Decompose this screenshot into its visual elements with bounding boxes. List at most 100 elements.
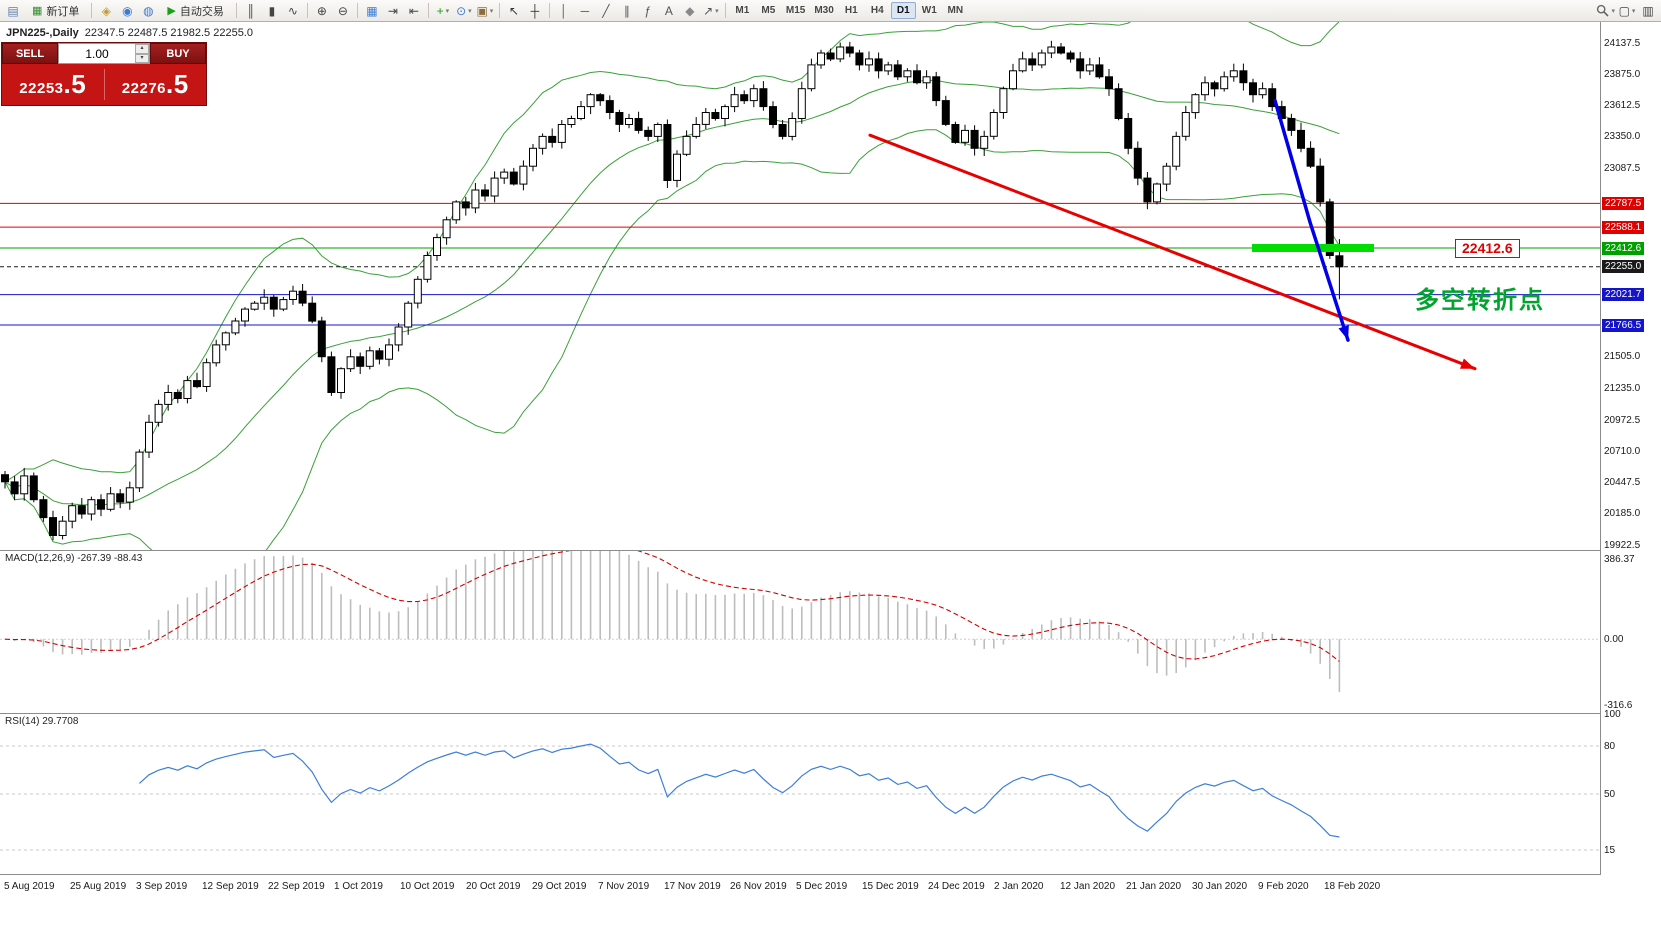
quotes-icon[interactable]: ◈ — [96, 2, 116, 20]
candle — [413, 278, 422, 304]
timeframe-w1[interactable]: W1 — [921, 5, 937, 16]
timeframe-m15[interactable]: M15 — [785, 5, 806, 16]
candle — [183, 380, 192, 400]
candle — [1172, 135, 1181, 167]
arrows-icon[interactable]: ↗ ▾ — [701, 2, 721, 20]
macd-scale-label: 0.00 — [1604, 634, 1624, 646]
indicators-icon[interactable]: + ▾ — [433, 2, 453, 20]
line-chart-mode-icon[interactable]: ∿ — [283, 2, 303, 20]
channel-icon[interactable]: ∥ — [617, 2, 637, 20]
timeframe-mn[interactable]: MN — [947, 5, 964, 16]
pane-splitter[interactable] — [0, 713, 1600, 714]
macd-pane[interactable] — [0, 551, 1600, 713]
auto-trading-button[interactable]: ▶ 自动交易 — [159, 2, 231, 20]
label-icon-glyph: ◆ — [685, 3, 695, 18]
candlestick-mode-icon[interactable]: ▮ — [262, 2, 282, 20]
breakdown-arrow[interactable] — [1273, 98, 1350, 342]
auto-trading-button-label: 自动交易 — [179, 5, 224, 18]
date-label: 1 Oct 2019 — [334, 881, 383, 892]
candle — [788, 118, 797, 137]
price-axis-label: 21505.0 — [1604, 351, 1641, 363]
indicators-icon-dropdown[interactable]: ▾ — [445, 7, 450, 15]
date-label: 29 Oct 2019 — [532, 881, 587, 892]
new-order-button[interactable]: ▦ 新订单 — [24, 2, 87, 20]
tile-windows-icon[interactable]: ▦ — [362, 2, 382, 20]
arrows-icon-glyph: ↗ — [703, 3, 714, 18]
timeframe-m30[interactable]: M30 — [814, 5, 834, 16]
price-line-tag: 22412.6 — [1602, 241, 1645, 255]
timeframe-h4[interactable]: H4 — [870, 5, 884, 16]
window-layout-icon[interactable]: ▥ — [1638, 2, 1658, 20]
candle — [279, 299, 288, 310]
chart-shift-icon[interactable]: ⇤ — [404, 2, 424, 20]
charts-window-icon[interactable]: ▤ — [3, 2, 23, 20]
candle — [308, 302, 317, 322]
price-callout[interactable]: 22412.6 — [1455, 239, 1520, 258]
search-icon-dropdown[interactable]: ▾ — [1611, 7, 1615, 15]
candle — [673, 153, 681, 181]
volume-up-button[interactable]: ▴ — [135, 44, 149, 54]
horizontal-price-lines[interactable] — [0, 202, 1600, 326]
timeframe-d1[interactable]: D1 — [890, 2, 916, 19]
profile-icon[interactable]: ◉ — [117, 2, 137, 20]
candle — [807, 64, 816, 90]
fibonacci-icon[interactable]: ƒ — [638, 2, 658, 20]
periods-icon[interactable]: ⊙ ▾ — [454, 2, 474, 20]
candle — [1, 474, 9, 483]
price-axis[interactable]: 24137.5 23875.0 23612.5 23350.0 23087.5 21505… — [1600, 22, 1661, 875]
volume-input[interactable] — [59, 44, 135, 63]
candle — [29, 475, 38, 501]
timeframe-m1[interactable]: M1 — [735, 5, 750, 16]
price-axis-label: 23612.5 — [1604, 100, 1641, 112]
volume-spinner: ▴ ▾ — [135, 44, 149, 63]
templates-icon[interactable]: ▣ ▾ — [475, 2, 495, 20]
arrows-icon-dropdown[interactable]: ▾ — [715, 7, 719, 15]
sell-button[interactable]: SELL — [2, 43, 58, 64]
new-chart-icon[interactable]: ▢ ▾ — [1617, 2, 1637, 20]
zoom-out-icon[interactable]: ⊖ — [333, 2, 353, 20]
vertical-line-icon[interactable]: │ — [554, 2, 574, 20]
candle — [548, 135, 557, 143]
candle — [1095, 64, 1104, 78]
timeframe-m5[interactable]: M5 — [761, 5, 776, 16]
candle — [989, 112, 998, 137]
date-label: 25 Aug 2019 — [70, 881, 127, 892]
candlestick-mode-icon-glyph: ▮ — [268, 3, 276, 18]
candle — [519, 165, 528, 185]
symbol-ohlc: 22347.5 22487.5 21982.5 22255.0 — [84, 27, 253, 39]
auto-scroll-icon[interactable]: ⇥ — [383, 2, 403, 20]
chart-window[interactable]: 24137.5 23875.0 23612.5 23350.0 23087.5 21505… — [0, 22, 1661, 951]
zoom-in-icon[interactable]: ⊕ — [312, 2, 332, 20]
templates-icon-dropdown[interactable]: ▾ — [489, 7, 494, 15]
buy-price[interactable]: 22276.5 — [103, 69, 207, 100]
turning-point-label[interactable]: 多空转折点 — [1415, 287, 1545, 314]
new-chart-icon-dropdown[interactable]: ▾ — [1631, 7, 1636, 15]
community-icon[interactable]: ◍ — [138, 2, 158, 20]
pane-splitter[interactable] — [0, 550, 1600, 551]
candle — [1105, 76, 1113, 90]
crosshair-icon[interactable]: ┼ — [525, 2, 545, 20]
timeframe-h1[interactable]: H1 — [844, 5, 858, 16]
periods-icon-dropdown[interactable]: ▾ — [468, 7, 472, 15]
cursor-icon[interactable]: ↖ — [504, 2, 524, 20]
buy-button[interactable]: BUY — [150, 43, 206, 64]
downtrend-arrow[interactable] — [868, 133, 1477, 371]
text-icon[interactable]: A — [659, 2, 679, 20]
candle — [557, 124, 566, 143]
horizontal-line-icon[interactable]: ─ — [575, 2, 595, 20]
volume-down-button[interactable]: ▾ — [135, 53, 149, 63]
trendline-icon[interactable]: ╱ — [596, 2, 616, 20]
candle — [999, 88, 1008, 113]
buy-price-main: 22276 — [121, 80, 167, 97]
price-pane[interactable] — [0, 22, 1600, 550]
rsi-pane[interactable] — [0, 714, 1600, 874]
search-icon[interactable]: ▾ — [1595, 2, 1616, 20]
candle — [385, 344, 393, 360]
label-icon[interactable]: ◆ — [680, 2, 700, 20]
sell-price[interactable]: 22253.5 — [2, 69, 104, 100]
one-click-trading-panel: SELL ▴ ▾ BUY 22253.5 22276.5 — [1, 42, 207, 106]
bar-chart-mode-icon[interactable]: ║ — [241, 2, 261, 20]
pane-splitter[interactable] — [0, 874, 1600, 875]
time-axis[interactable]: 5 Aug 2019 25 Aug 2019 3 Sep 2019 12 Sep 20… — [0, 879, 1600, 899]
highlight-bar[interactable] — [1252, 244, 1374, 252]
